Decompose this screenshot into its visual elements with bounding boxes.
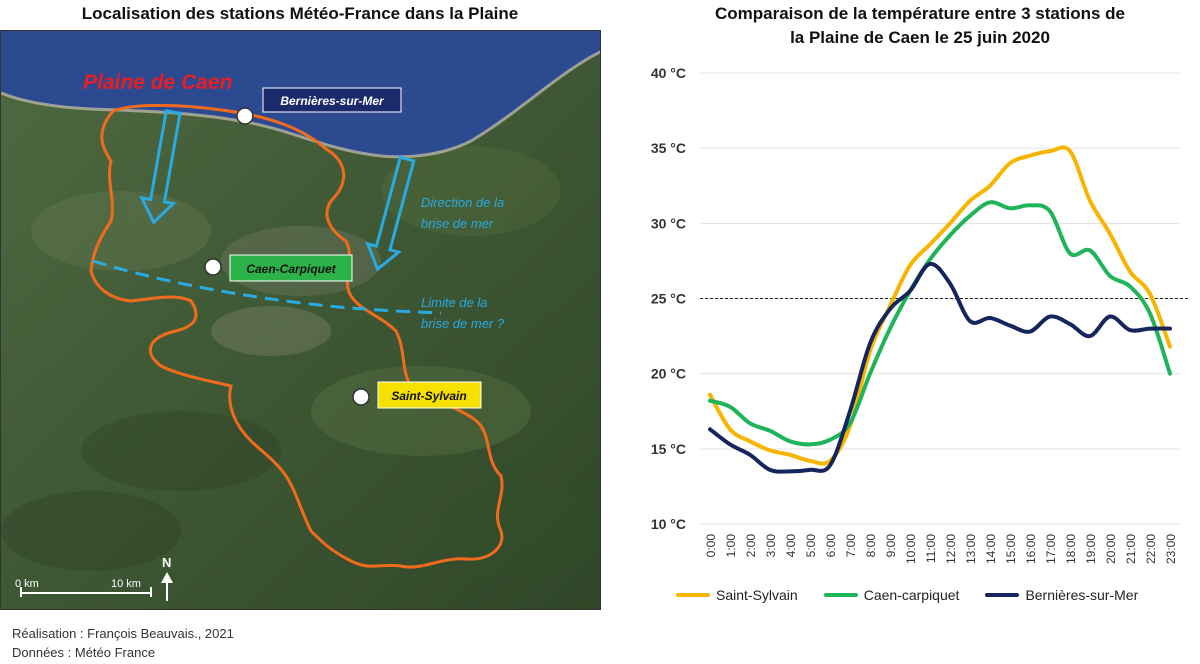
x-tick-label: 8:00 <box>864 534 878 558</box>
x-tick-label: 9:00 <box>884 534 898 558</box>
x-tick-label: 22:00 <box>1144 534 1158 564</box>
x-tick-label: 21:00 <box>1124 534 1138 564</box>
x-axis-ticks: 0:00 1:00 2:00 3:00 4:00 5:00 6:00 7:00 8:00 9:00… <box>704 534 1178 564</box>
station-label-bernieres: Bernières-sur-Mer <box>280 94 385 108</box>
north-arrow-icon: N <box>161 555 173 601</box>
x-tick-label: 3:00 <box>764 534 778 558</box>
x-tick-label: 4:00 <box>784 534 798 558</box>
y-tick-label: 15 °C <box>651 441 686 457</box>
sea-breeze-arrow-west <box>139 109 182 225</box>
x-tick-label: 7:00 <box>844 534 858 558</box>
credit-author: Réalisation : François Beauvais., 2021 <box>12 626 234 641</box>
annotation-breeze-limit-line-1: Limite de la <box>421 295 487 310</box>
x-tick-label: 13:00 <box>964 534 978 564</box>
chart-title-line-1: Comparaison de la température entre 3 st… <box>714 4 1125 23</box>
x-tick-label: 6:00 <box>824 534 838 558</box>
series-line-berni-res-sur-mer <box>708 261 1172 474</box>
y-axis-ticks: 10 °C 15 °C 20 °C 25 °C 30 °C 35 °C 40 °C <box>651 65 686 532</box>
chart-series-layer <box>708 145 1172 474</box>
annotation-breeze-direction-line-2: brise de mer <box>421 216 494 231</box>
x-tick-label: 12:00 <box>944 534 958 564</box>
station-marker-bernieres <box>236 107 254 125</box>
legend-swatch-saint-sylvain <box>676 593 710 597</box>
satellite-map: Plaine de Caen Direction de la brise de … <box>0 30 601 610</box>
north-label: N <box>162 555 171 570</box>
scale-bar-end: 10 km <box>111 578 141 590</box>
x-tick-label: 15:00 <box>1004 534 1018 564</box>
legend-label-caen-carpiquet: Caen-carpiquet <box>863 587 960 603</box>
scale-bar: 0 km 10 km <box>15 578 152 597</box>
chart-title: Comparaison de la température entre 3 st… <box>640 2 1200 50</box>
station-label-caen: Caen-Carpiquet <box>246 262 336 276</box>
x-tick-label: 20:00 <box>1104 534 1118 564</box>
chart-legend: Saint-Sylvain Caen-carpiquet Bernières-s… <box>676 584 1196 606</box>
y-tick-label: 10 °C <box>651 516 686 532</box>
station-bernieres: Bernières-sur-Mer <box>236 87 402 125</box>
x-tick-label: 11:00 <box>924 534 938 563</box>
x-tick-label: 16:00 <box>1024 534 1038 564</box>
legend-swatch-bernieres-sur-mer <box>985 593 1020 597</box>
series-line-saint-sylvain <box>708 145 1172 466</box>
chart-title-line-2: la Plaine de Caen le 25 juin 2020 <box>790 28 1050 47</box>
x-tick-label: 18:00 <box>1064 534 1078 564</box>
plaine-de-caen-outline <box>89 103 504 569</box>
y-tick-label: 35 °C <box>651 140 686 156</box>
x-tick-label: 5:00 <box>804 534 818 558</box>
annotation-breeze-direction-line-1: Direction de la <box>421 195 504 210</box>
sea-breeze-limit-line <box>92 259 442 315</box>
station-marker-caen <box>204 258 222 276</box>
scale-bar-start: 0 km <box>15 578 39 590</box>
x-tick-label: 23:00 <box>1164 534 1178 564</box>
land-texture <box>1 146 600 576</box>
station-caen: Caen-Carpiquet <box>204 254 353 282</box>
y-tick-label: 30 °C <box>651 215 686 231</box>
y-tick-label: 20 °C <box>651 366 686 382</box>
x-tick-label: 2:00 <box>744 534 758 558</box>
annotation-breeze-limit-line-2: brise de mer ? <box>421 316 505 331</box>
x-tick-label: 1:00 <box>724 534 738 558</box>
legend-item-saint-sylvain: Saint-Sylvain <box>676 587 798 603</box>
coastline <box>1 50 600 159</box>
legend-item-caen-carpiquet: Caen-carpiquet <box>823 587 960 603</box>
temperature-chart: 10 °C 15 °C 20 °C 25 °C 30 °C 35 °C 40 °C 0:00… <box>651 65 1188 564</box>
y-tick-label: 40 °C <box>651 65 686 81</box>
x-tick-label: 19:00 <box>1084 534 1098 564</box>
region-label: Plaine de Caen <box>83 71 232 94</box>
x-tick-label: 17:00 <box>1044 534 1058 564</box>
station-label-box-saint-sylvain <box>377 381 482 409</box>
credit-data: Données : Météo France <box>12 645 156 660</box>
station-label-box-bernieres <box>262 87 402 113</box>
map-title: Localisation des stations Météo-France d… <box>81 4 519 23</box>
legend-swatch-caen-carpiquet <box>823 593 858 597</box>
x-tick-label: 0:00 <box>704 534 718 558</box>
station-marker-saint-sylvain <box>352 388 370 406</box>
x-tick-label: 10:00 <box>904 534 918 564</box>
x-tick-label: 14:00 <box>984 534 998 564</box>
station-label-saint-sylvain: Saint-Sylvain <box>391 389 466 403</box>
station-saint-sylvain: Saint-Sylvain <box>352 381 482 409</box>
legend-item-bernieres-sur-mer: Bernières-sur-Mer <box>985 587 1138 603</box>
sea-breeze-arrow-east <box>365 155 416 272</box>
series-line-caen-carpiquet <box>708 200 1172 447</box>
y-tick-label: 25 °C <box>651 291 686 307</box>
legend-label-bernieres-sur-mer: Bernières-sur-Mer <box>1025 587 1139 603</box>
station-label-box-caen <box>229 254 353 282</box>
legend-label-saint-sylvain: Saint-Sylvain <box>716 587 798 603</box>
